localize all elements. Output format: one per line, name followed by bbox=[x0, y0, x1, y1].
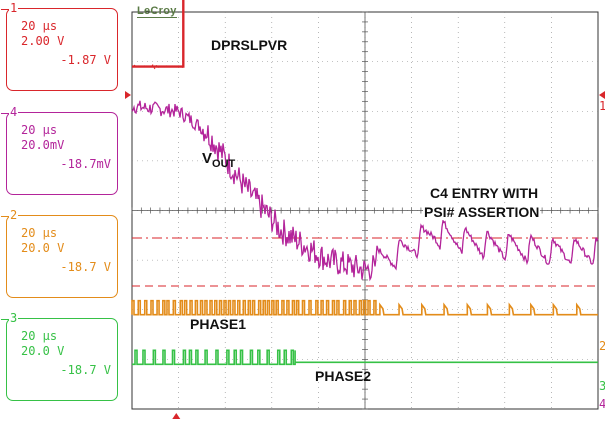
channel-2-offset: -18.7 V bbox=[60, 260, 111, 274]
channel-2-number: 2 bbox=[9, 208, 19, 222]
dprslpvr-label: DPRSLPVR bbox=[211, 37, 288, 53]
channel-4-offset: -18.7mV bbox=[60, 157, 111, 171]
channel-3-timebase: 20 µs bbox=[21, 329, 58, 343]
channel-edge-marker: 4 bbox=[599, 397, 605, 411]
channel-edge-marker: 3 bbox=[599, 379, 605, 393]
channel-3-offset: -18.7 V bbox=[60, 363, 111, 377]
channel-1-marker bbox=[599, 91, 605, 99]
channel-3-panel[interactable]: 3 20 µs 20.0 V -18.7 V bbox=[1, 311, 118, 401]
trace-vout bbox=[131, 100, 599, 282]
vout-main: V bbox=[202, 150, 213, 167]
vout-label: VOUT bbox=[202, 150, 235, 170]
channel-3-number: 3 bbox=[9, 311, 19, 325]
channel-4-number: 4 bbox=[9, 105, 19, 119]
vout-sub: OUT bbox=[212, 158, 236, 170]
trace-phase2 bbox=[132, 349, 598, 366]
trigger-position-marker bbox=[172, 413, 181, 419]
channel-edge-marker: 2 bbox=[599, 339, 605, 353]
channel-1-timebase: 20 µs bbox=[21, 19, 58, 33]
c4-entry-label: C4 ENTRY WITH bbox=[430, 185, 539, 201]
phase1-label: PHASE1 bbox=[190, 316, 247, 332]
channel-2-timebase: 20 µs bbox=[21, 226, 58, 240]
channel-2-panel[interactable]: 2 20 µs 20.0 V -18.7 V bbox=[1, 208, 118, 298]
channel-edge-marker: 1 bbox=[599, 99, 605, 113]
trace-phase1 bbox=[131, 299, 598, 316]
channel-1-panel[interactable]: 1 20 µs 2.00 V -1.87 V bbox=[1, 1, 118, 91]
trace-dprslpvr bbox=[132, 0, 185, 68]
lecroy-logo: LeCroy bbox=[137, 5, 177, 18]
channel-1-scale: 2.00 V bbox=[21, 34, 65, 48]
phase2-label: PHASE2 bbox=[315, 368, 372, 384]
traces bbox=[131, 0, 599, 366]
channel-4-timebase: 20 µs bbox=[21, 123, 58, 137]
trigger-level-marker bbox=[125, 91, 131, 99]
channel-markers: 1 2 3 4 bbox=[125, 91, 605, 419]
channel-3-scale: 20.0 V bbox=[21, 344, 65, 358]
psi-assertion-label: PSI# ASSERTION bbox=[423, 204, 541, 220]
channel-4-panel[interactable]: 4 20 µs 20.0mV -18.7mV bbox=[1, 105, 118, 195]
trace-dprslpvr-noise bbox=[131, 64, 184, 70]
channel-2-scale: 20.0 V bbox=[21, 241, 65, 255]
channel-1-number: 1 bbox=[9, 1, 19, 15]
channel-4-scale: 20.0mV bbox=[21, 138, 65, 152]
channel-1-offset: -1.87 V bbox=[60, 53, 111, 67]
